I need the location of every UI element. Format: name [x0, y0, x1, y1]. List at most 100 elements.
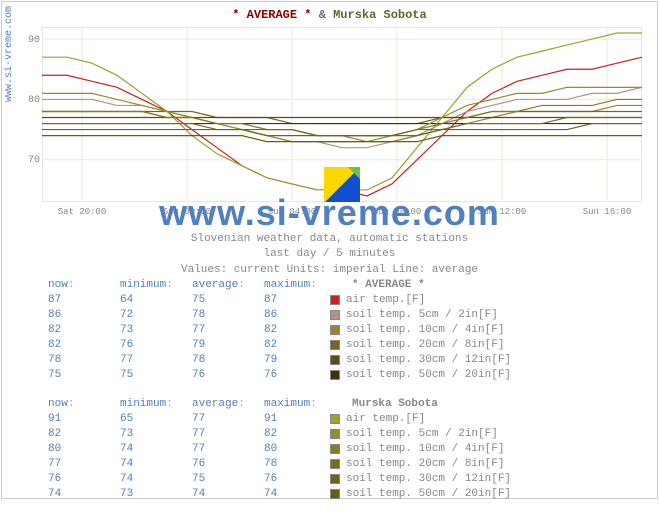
table-cell: 87	[258, 294, 330, 306]
chart-svg	[42, 27, 642, 202]
table-cell: 82	[42, 428, 114, 440]
table-cell: 86	[258, 309, 330, 321]
table-cell: 75	[42, 369, 114, 381]
table-title: * AVERAGE *	[352, 279, 425, 291]
table-header: maximum:	[258, 398, 330, 410]
table-cell: 76	[258, 369, 330, 381]
table-cell: 74	[114, 473, 186, 485]
table-cell: 65	[114, 413, 186, 425]
table-cell: 79	[186, 339, 258, 351]
table-header: maximum:	[258, 279, 330, 291]
series-label: soil temp. 50cm / 20in[F]	[346, 369, 511, 381]
meta-line2: last day / 5 minutes	[2, 247, 657, 262]
table-cell: 72	[114, 309, 186, 321]
table-cell: 78	[186, 354, 258, 366]
table-cell: 73	[114, 428, 186, 440]
table-cell: 78	[42, 354, 114, 366]
table-cell: 77	[186, 413, 258, 425]
x-tick-2: Sun 04:00	[268, 207, 317, 217]
table-header: now:	[42, 279, 114, 291]
series-label: soil temp. 10cm / 4in[F]	[346, 443, 504, 455]
table-row: 75757676soil temp. 50cm / 20in[F]	[42, 367, 637, 382]
color-swatch	[330, 414, 340, 424]
color-swatch	[330, 459, 340, 469]
table-cell: 77	[42, 458, 114, 470]
table-row: 86727886soil temp. 5cm / 2in[F]	[42, 307, 637, 322]
table-header-row: now:minimum:average:maximum:* AVERAGE *	[42, 277, 637, 292]
table-cell: 76	[186, 458, 258, 470]
table-cell: 74	[114, 458, 186, 470]
table-header-row: now:minimum:average:maximum:Murska Sobot…	[42, 396, 637, 411]
table-cell: 79	[258, 354, 330, 366]
table-cell: 74	[114, 443, 186, 455]
series-label: soil temp. 50cm / 20in[F]	[346, 488, 511, 500]
table-row: 87647587air temp.[F]	[42, 292, 637, 307]
table-cell: 75	[186, 473, 258, 485]
color-swatch	[330, 444, 340, 454]
data-table: now:minimum:average:maximum:Murska Sobot…	[42, 396, 637, 501]
table-cell: 77	[186, 443, 258, 455]
y-tick-90: 90	[24, 35, 40, 46]
table-cell: 73	[114, 324, 186, 336]
chart-title: * AVERAGE * & Murska Sobota	[2, 8, 657, 22]
color-swatch	[330, 325, 340, 335]
table-row: 80747780soil temp. 10cm / 4in[F]	[42, 441, 637, 456]
table-row: 74737474soil temp. 50cm / 20in[F]	[42, 486, 637, 501]
table-row: 82737782soil temp. 10cm / 4in[F]	[42, 322, 637, 337]
title-avg: * AVERAGE *	[232, 8, 311, 22]
table-cell: 82	[258, 339, 330, 351]
table-cell: 82	[258, 324, 330, 336]
y-axis-label: www.si-vreme.com	[4, 6, 15, 102]
table-row: 82767982soil temp. 20cm / 8in[F]	[42, 337, 637, 352]
series-label: soil temp. 30cm / 12in[F]	[346, 473, 511, 485]
x-tick-5: Sun 16:00	[583, 207, 632, 217]
table-cell: 76	[258, 473, 330, 485]
x-tick-3: Sun 08:00	[373, 207, 422, 217]
table-cell: 82	[42, 339, 114, 351]
table-cell: 75	[186, 294, 258, 306]
watermark-logo	[324, 167, 360, 202]
series-label: soil temp. 10cm / 4in[F]	[346, 324, 504, 336]
color-swatch	[330, 295, 340, 305]
series-label: soil temp. 5cm / 2in[F]	[346, 309, 498, 321]
table-header: now:	[42, 398, 114, 410]
color-swatch	[330, 355, 340, 365]
data-tables: now:minimum:average:maximum:* AVERAGE *8…	[42, 277, 637, 515]
x-tick-4: Sun 12:00	[478, 207, 527, 217]
table-cell: 77	[114, 354, 186, 366]
color-swatch	[330, 429, 340, 439]
table-cell: 64	[114, 294, 186, 306]
table-cell: 78	[186, 309, 258, 321]
series-label: soil temp. 30cm / 12in[F]	[346, 354, 511, 366]
series-label: soil temp. 20cm / 8in[F]	[346, 339, 504, 351]
table-cell: 91	[42, 413, 114, 425]
table-cell: 82	[42, 324, 114, 336]
table-row: 76747576soil temp. 30cm / 12in[F]	[42, 471, 637, 486]
table-header: minimum:	[114, 398, 186, 410]
table-row: 77747678soil temp. 20cm / 8in[F]	[42, 456, 637, 471]
table-title: Murska Sobota	[352, 398, 438, 410]
table-cell: 87	[42, 294, 114, 306]
chart-plot-area	[42, 27, 642, 202]
meta-line3: Values: current Units: imperial Line: av…	[2, 263, 657, 278]
table-row: 91657791air temp.[F]	[42, 411, 637, 426]
table-row: 82737782soil temp. 5cm / 2in[F]	[42, 426, 637, 441]
meta-info: Slovenian weather data, automatic statio…	[2, 232, 657, 278]
table-cell: 80	[258, 443, 330, 455]
table-cell: 76	[114, 339, 186, 351]
color-swatch	[330, 489, 340, 499]
color-swatch	[330, 310, 340, 320]
table-cell: 82	[258, 428, 330, 440]
table-header: average:	[186, 279, 258, 291]
table-cell: 86	[42, 309, 114, 321]
table-cell: 75	[114, 369, 186, 381]
series-label: soil temp. 20cm / 8in[F]	[346, 458, 504, 470]
x-tick-1: Sun 00:00	[163, 207, 212, 217]
chart-container: * AVERAGE * & Murska Sobota www.si-vreme…	[1, 1, 658, 499]
table-cell: 73	[114, 488, 186, 500]
title-amp: &	[319, 8, 326, 22]
table-cell: 74	[186, 488, 258, 500]
table-row: 78777879soil temp. 30cm / 12in[F]	[42, 352, 637, 367]
series-label: soil temp. 5cm / 2in[F]	[346, 428, 498, 440]
table-cell: 76	[186, 369, 258, 381]
